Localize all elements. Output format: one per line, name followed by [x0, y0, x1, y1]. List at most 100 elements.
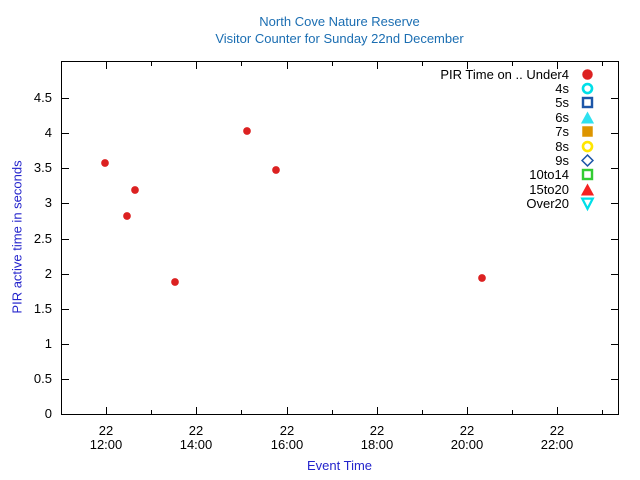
- axis-tick: [151, 410, 152, 414]
- data-point: [99, 157, 110, 168]
- axis-tick: [377, 62, 378, 69]
- legend-item: 7s: [384, 124, 595, 140]
- square-marker-icon: [580, 95, 595, 110]
- data-point: [241, 126, 252, 137]
- legend-label: Over20: [526, 196, 569, 212]
- axis-tick: [611, 344, 618, 345]
- legend-label: PIR Time on .. Under4: [440, 66, 569, 82]
- legend-label: 10to14: [529, 167, 569, 183]
- x-tick-label: 22 20:00: [450, 423, 484, 452]
- axis-tick: [611, 203, 618, 204]
- legend-item: 15to20: [384, 181, 595, 197]
- chart-title: North Cove Nature Reserve Visitor Counte…: [61, 13, 618, 47]
- circle-marker-icon: [580, 67, 595, 82]
- legend-item: PIR Time on .. Under4: [384, 66, 595, 82]
- y-tick-label: 4.5: [33, 90, 52, 105]
- axis-tick: [602, 62, 603, 66]
- legend-label: 7s: [555, 124, 569, 140]
- axis-tick: [62, 274, 69, 275]
- circle-marker-icon: [580, 139, 595, 154]
- y-tick-label: 1.5: [33, 301, 52, 316]
- axis-tick: [196, 407, 197, 414]
- axis-tick: [241, 410, 242, 414]
- axis-tick: [62, 414, 69, 415]
- legend-item: 9s: [384, 153, 595, 169]
- axis-tick: [287, 62, 288, 69]
- axis-tick: [602, 410, 603, 414]
- y-tick-label: 3.5: [33, 160, 52, 175]
- x-axis-label: Event Time: [306, 458, 373, 473]
- axis-tick: [106, 62, 107, 69]
- data-point: [476, 272, 487, 283]
- axis-tick: [422, 62, 423, 66]
- axis-tick: [611, 414, 618, 415]
- axis-tick: [611, 274, 618, 275]
- x-tick-label: 22 18:00: [360, 423, 394, 452]
- axis-tick: [62, 133, 69, 134]
- axis-tick: [62, 309, 69, 310]
- chart-title-line2: Visitor Counter for Sunday 22nd December: [215, 31, 464, 46]
- y-tick-label: 0: [44, 406, 52, 421]
- legend-item: Over20: [384, 196, 595, 212]
- axis-tick: [557, 407, 558, 414]
- circle-marker-icon: [580, 81, 595, 96]
- axis-tick: [611, 133, 618, 134]
- axis-tick: [332, 62, 333, 66]
- axis-tick: [611, 168, 618, 169]
- legend-label: 6s: [555, 109, 569, 125]
- data-point: [270, 165, 281, 176]
- legend-item: 6s: [384, 109, 595, 125]
- y-tick-label: 3: [44, 195, 52, 210]
- y-tick-label: 0.5: [33, 371, 52, 386]
- square-marker-icon: [580, 124, 595, 139]
- axis-tick: [512, 410, 513, 414]
- x-tick-label: 22 14:00: [179, 423, 213, 452]
- axis-tick: [62, 168, 69, 169]
- axis-tick: [62, 379, 69, 380]
- square-marker-icon: [580, 167, 595, 182]
- legend-item: 5s: [384, 95, 595, 111]
- axis-tick: [422, 410, 423, 414]
- x-tick-label: 22 16:00: [270, 423, 304, 452]
- y-tick-label: 2.5: [33, 231, 52, 246]
- y-tick-label: 1: [44, 336, 52, 351]
- y-tick-label: 2: [44, 266, 52, 281]
- axis-tick: [611, 309, 618, 310]
- axis-tick: [151, 62, 152, 66]
- legend-label: 4s: [555, 81, 569, 97]
- axis-tick: [557, 62, 558, 69]
- data-point: [122, 211, 133, 222]
- legend-item: 10to14: [384, 167, 595, 183]
- axis-tick: [332, 410, 333, 414]
- triangle-up-marker-icon: [580, 182, 595, 197]
- data-point: [130, 185, 141, 196]
- axis-tick: [62, 239, 69, 240]
- axis-tick: [62, 98, 69, 99]
- legend-label: 8s: [555, 138, 569, 154]
- axis-tick: [377, 407, 378, 414]
- y-tick-label: 4: [44, 125, 52, 140]
- axis-tick: [611, 379, 618, 380]
- legend-label: 5s: [555, 95, 569, 111]
- axis-tick: [196, 62, 197, 69]
- axis-tick: [512, 62, 513, 66]
- legend-label: 9s: [555, 153, 569, 169]
- triangle-down-marker-icon: [580, 196, 595, 212]
- axis-tick: [467, 62, 468, 69]
- x-tick-label: 22 12:00: [89, 423, 123, 452]
- chart-title-line1: North Cove Nature Reserve: [259, 14, 420, 29]
- diamond-marker-icon: [580, 153, 595, 168]
- axis-tick: [611, 98, 618, 99]
- legend-item: 4s: [384, 81, 595, 97]
- triangle-up-marker-icon: [580, 110, 595, 125]
- axis-tick: [62, 203, 69, 204]
- axis-tick: [62, 344, 69, 345]
- axis-tick: [241, 62, 242, 66]
- axis-tick: [287, 407, 288, 414]
- axis-tick: [467, 407, 468, 414]
- legend-label: 15to20: [529, 181, 569, 197]
- x-tick-label: 22 22:00: [540, 423, 574, 452]
- plot-area: [61, 61, 619, 415]
- data-point: [170, 277, 181, 288]
